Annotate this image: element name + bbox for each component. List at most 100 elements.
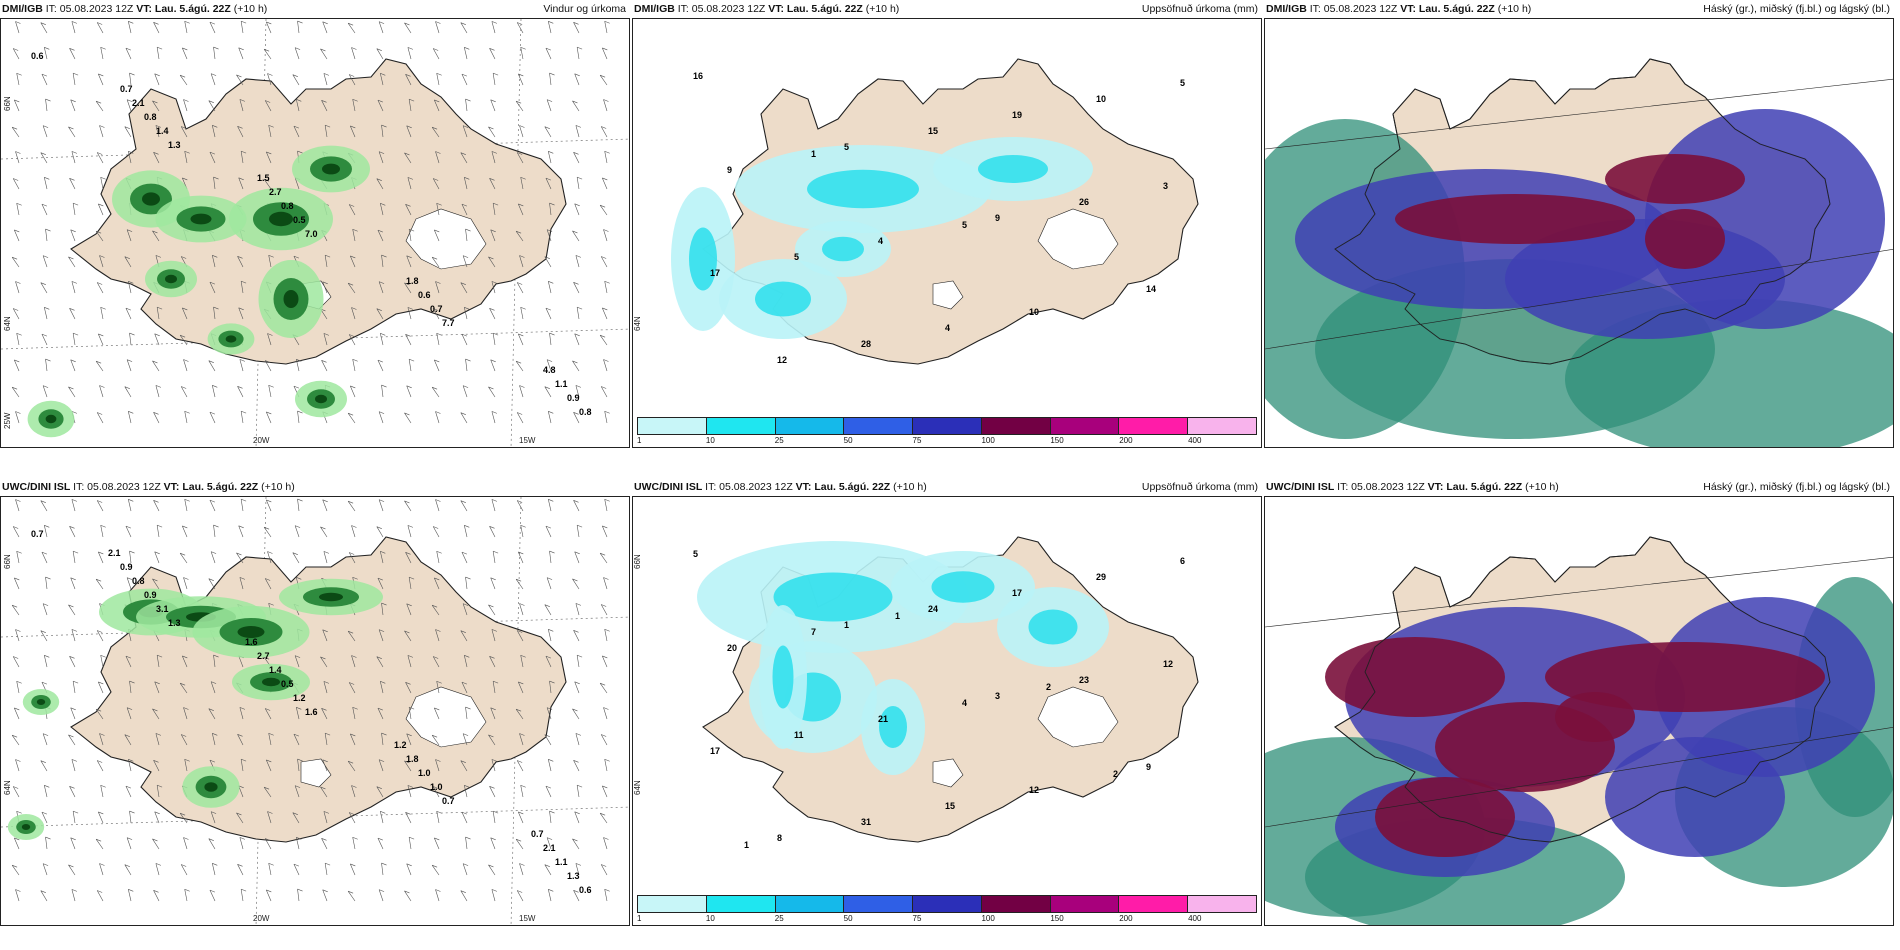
wind-barb-flag [14,229,20,233]
lat-label: 64N [633,780,642,795]
wind-barb [294,177,300,190]
wind-barb [213,177,216,190]
wind-barb-flag [325,254,331,258]
wind-barb-flag [237,256,243,259]
wind-barb [71,889,76,902]
wind-barb-flag [462,603,469,606]
wind-barb [573,282,580,294]
precip-value: 1.3 [168,140,181,150]
colorbar-label: 200 [1119,436,1133,445]
wind-barb-flag [352,836,358,840]
valid-time: VT: Lau. 5.ágú. 22Z [1427,481,1523,493]
wind-barb-flag [15,499,21,502]
wind-barb [294,525,300,538]
wind-barb-flag [433,48,439,51]
wind-barb-flag [378,759,385,762]
wind-barb [182,655,188,668]
wind-barb [548,411,552,424]
wind-barb-flag [348,760,354,764]
wind-barb [408,359,412,372]
wind-barb-flag [432,864,438,868]
wind-barb-flag [352,358,358,362]
wind-barb [267,551,272,564]
wind-barb [152,360,160,372]
wind-barb [322,499,328,512]
wind-barb [45,837,48,850]
wind-barb [491,499,496,512]
wind-barb-flag [69,656,75,659]
wind-barb-flag [518,203,524,207]
wind-barb-flag [493,810,499,814]
wind-barb-flag [406,255,412,259]
wind-barb-flag [405,74,411,77]
wind-barb-flag [380,73,386,76]
wind-barb-flag [69,308,75,311]
wind-barb-flag [348,22,354,26]
wind-barb-flag [70,837,76,841]
panel-wind-precip-dmi: DMI/IGB IT: 05.08.2023 12Z VT: Lau. 5.ág… [0,0,630,448]
wind-barb-flag [100,306,106,310]
wind-barb [70,707,76,720]
wind-barb-flag [572,230,578,234]
wind-barb-flag [213,524,219,528]
wind-barb [405,812,412,824]
wind-barb-flag [349,812,355,815]
wind-barb-flag [44,177,50,180]
precip-value: 0.9 [144,590,157,600]
wind-barb-flag [376,786,382,789]
accum-moderate [755,281,811,317]
wind-barb [544,864,552,876]
wind-barb-flag [490,837,496,841]
wind-barb-flag [212,125,218,128]
wind-barb [348,334,356,346]
panel-header: UWC/DINI ISL IT: 05.08.2023 12Z VT: Lau.… [2,481,295,493]
wind-barb [129,333,132,346]
wind-barb [100,177,104,190]
wind-barb-flag [464,307,470,310]
wind-barb-flag [157,784,163,788]
precip-value: 0.5 [293,215,306,225]
wind-barb [462,255,468,268]
wind-barb-flag [602,785,608,789]
wind-barb [15,151,20,164]
wind-barb-flag [267,551,273,554]
wind-barb [266,759,272,772]
wind-barb [264,838,272,850]
wind-barb [267,333,272,346]
wind-barb-flag [99,125,105,128]
colorbar-label: 10 [705,436,715,445]
accum-value: 5 [794,252,799,262]
wind-barb [210,73,216,86]
wind-barb [152,838,160,850]
wind-barb-flag [124,734,130,737]
wind-barb-flag [544,386,550,389]
wind-barb-flag [97,500,103,503]
wind-barb [575,255,580,268]
wind-barb-flag [602,307,608,311]
wind-barb [124,256,132,268]
wind-barb-flag [436,72,442,76]
wind-barb-flag [96,230,102,234]
wind-barb [464,785,468,798]
wind-barb-flag [40,760,46,763]
wind-barb [12,48,20,60]
wind-barb-flag [348,412,354,416]
wind-barb-flag [519,255,525,258]
wind-barb [544,604,552,616]
wind-barb [491,151,496,164]
wind-barb [72,681,76,694]
wind-barb [124,864,132,876]
wind-barb-flag [293,255,300,259]
wind-barb [404,282,412,294]
valid-time: VT: Lau. 5.ágú. 22Z [1400,3,1495,15]
precip-heavy [262,677,280,687]
wind-barb [348,682,356,694]
wind-barb [406,255,412,268]
wind-barb-flag [519,125,525,128]
wind-barb [45,359,48,372]
wind-barb-flag [296,837,302,840]
wind-barb-flag [320,526,326,530]
wind-barb [213,525,216,538]
accum-moderate [822,236,864,262]
init-time: IT: 05.08.2023 12Z [705,481,793,493]
